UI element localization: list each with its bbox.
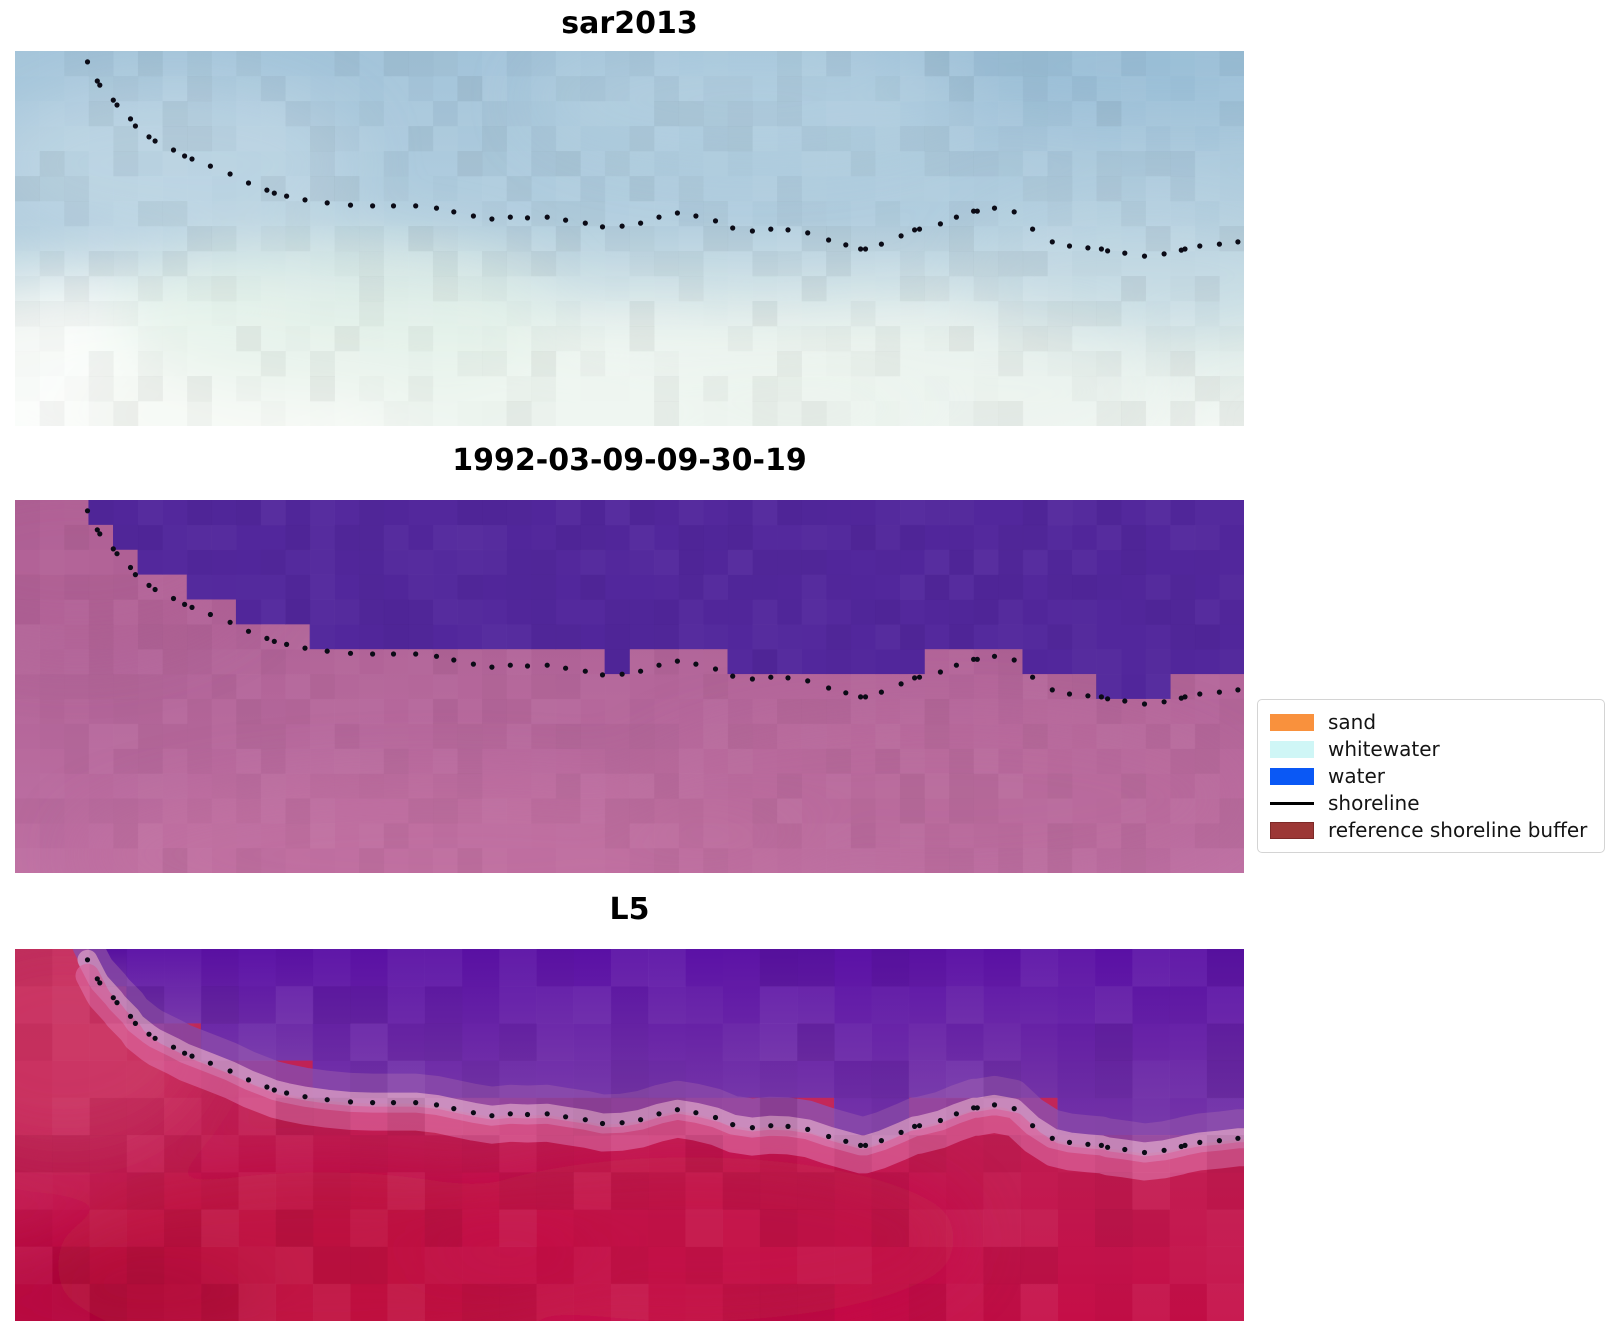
legend-row-reference-shoreline-buffer: reference shoreline buffer bbox=[1270, 817, 1592, 843]
legend-label-reference-shoreline-buffer: reference shoreline buffer bbox=[1328, 818, 1588, 842]
legend-row-shoreline: shoreline bbox=[1270, 790, 1592, 816]
legend-row-sand: sand bbox=[1270, 709, 1592, 735]
whitewater-swatch-icon bbox=[1270, 740, 1314, 758]
panel-1992-classified-image bbox=[15, 500, 1244, 873]
legend-label-sand: sand bbox=[1328, 710, 1377, 734]
sand-swatch-icon bbox=[1270, 713, 1314, 731]
legend: sand whitewater water shoreline referenc… bbox=[1257, 699, 1605, 853]
legend-row-whitewater: whitewater bbox=[1270, 736, 1592, 762]
panel-title-l5: L5 bbox=[609, 892, 650, 927]
reference-shoreline-buffer-swatch-icon bbox=[1270, 821, 1314, 839]
legend-label-shoreline: shoreline bbox=[1328, 791, 1420, 815]
water-swatch-icon bbox=[1270, 767, 1314, 785]
panel-title-sar2013: sar2013 bbox=[561, 6, 698, 41]
legend-row-water: water bbox=[1270, 763, 1592, 789]
panel-title-1992-03-09-09-30-19: 1992-03-09-09-30-19 bbox=[452, 443, 807, 478]
panel-sar2013-image bbox=[15, 51, 1244, 426]
panel-l5-image bbox=[15, 949, 1244, 1321]
shoreline-line-icon bbox=[1270, 801, 1314, 805]
legend-label-whitewater: whitewater bbox=[1328, 737, 1440, 761]
legend-label-water: water bbox=[1328, 764, 1385, 788]
